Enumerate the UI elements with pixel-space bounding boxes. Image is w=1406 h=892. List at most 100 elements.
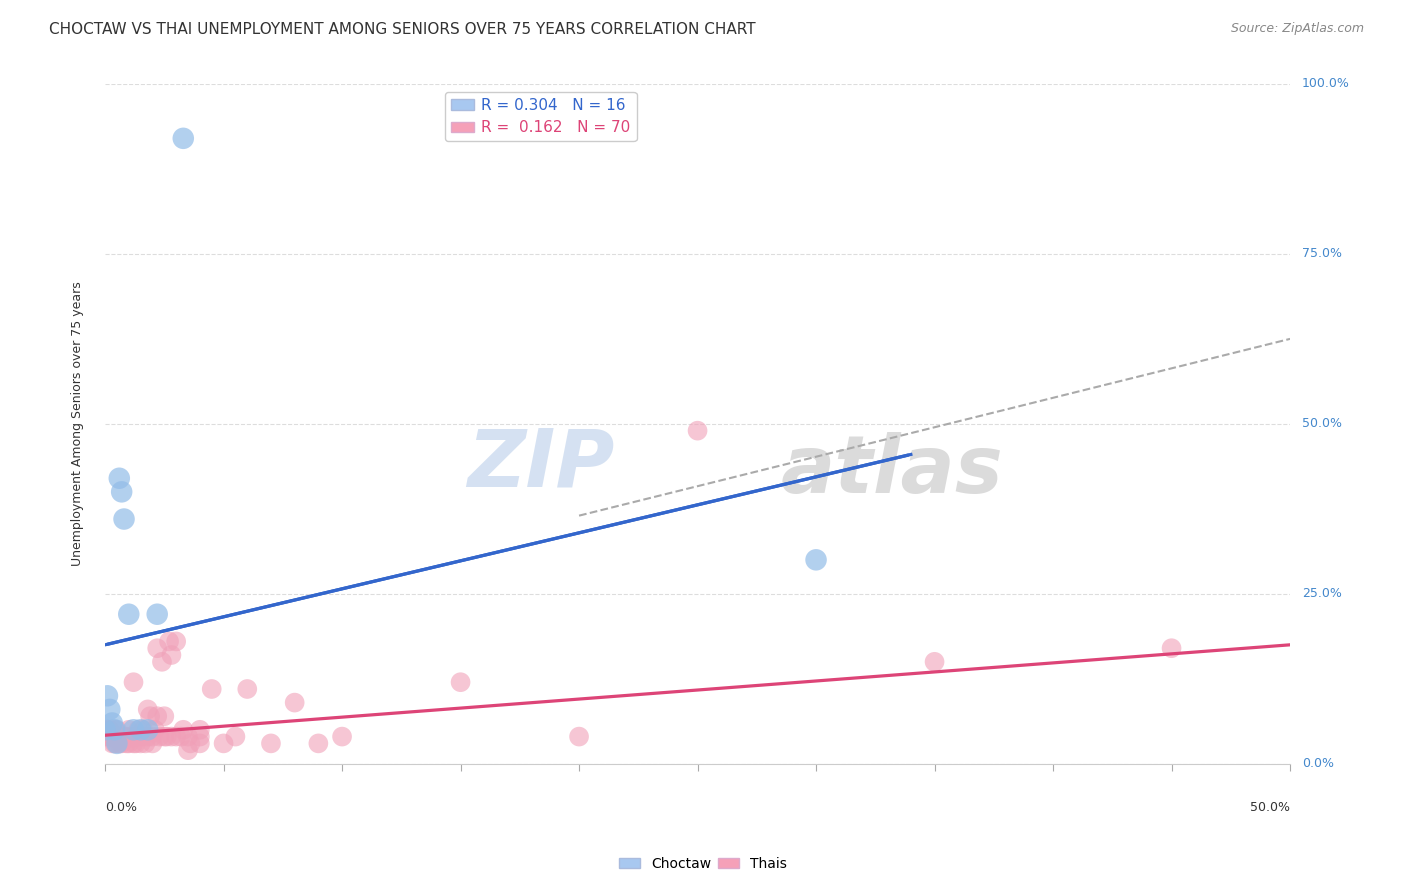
Point — [260, 736, 283, 750]
Point — [686, 424, 709, 438]
Point — [105, 736, 128, 750]
Point — [94, 723, 117, 737]
Point — [118, 723, 141, 737]
Point — [105, 730, 128, 744]
Point — [108, 730, 131, 744]
Point — [804, 553, 827, 567]
Point — [149, 730, 172, 744]
Point — [136, 730, 159, 744]
Point — [134, 736, 156, 750]
Point — [157, 634, 180, 648]
Point — [98, 730, 121, 744]
Point — [568, 730, 591, 744]
Point — [122, 736, 145, 750]
Point — [96, 730, 118, 744]
Text: 0.0%: 0.0% — [1302, 757, 1334, 771]
Point — [153, 709, 176, 723]
Point — [165, 634, 187, 648]
Point — [112, 730, 135, 744]
Point — [101, 736, 124, 750]
Point — [125, 730, 148, 744]
Point — [98, 702, 121, 716]
Point — [236, 681, 259, 696]
Point — [132, 723, 155, 737]
Point — [115, 736, 138, 750]
Text: 100.0%: 100.0% — [1302, 78, 1350, 90]
Point — [122, 723, 145, 737]
Point — [450, 675, 472, 690]
Point — [101, 730, 124, 744]
Point — [136, 723, 159, 737]
Point — [188, 723, 211, 737]
Point — [141, 736, 163, 750]
Point — [112, 512, 135, 526]
Point — [330, 730, 353, 744]
Point — [101, 716, 124, 731]
Point — [172, 723, 194, 737]
Point — [125, 736, 148, 750]
Point — [165, 730, 187, 744]
Point — [136, 702, 159, 716]
Point — [103, 736, 125, 750]
Point — [94, 723, 117, 737]
Text: 25.0%: 25.0% — [1302, 587, 1341, 600]
Point — [139, 709, 162, 723]
Point — [170, 730, 193, 744]
Point — [224, 730, 246, 744]
Point — [118, 607, 141, 622]
Point — [96, 723, 118, 737]
Point — [111, 736, 134, 750]
Point — [153, 730, 176, 744]
Point — [146, 607, 169, 622]
Text: CHOCTAW VS THAI UNEMPLOYMENT AMONG SENIORS OVER 75 YEARS CORRELATION CHART: CHOCTAW VS THAI UNEMPLOYMENT AMONG SENIO… — [49, 22, 756, 37]
Point — [212, 736, 235, 750]
Text: ZIP: ZIP — [467, 425, 614, 504]
Point — [150, 655, 173, 669]
Point — [177, 730, 200, 744]
Point — [179, 736, 201, 750]
Point — [307, 736, 329, 750]
Point — [105, 736, 128, 750]
Point — [160, 648, 183, 662]
Text: 75.0%: 75.0% — [1302, 247, 1341, 260]
Point — [141, 730, 163, 744]
Point — [172, 131, 194, 145]
Point — [111, 484, 134, 499]
Point — [118, 736, 141, 750]
Legend: R = 0.304   N = 16, R =  0.162   N = 70: R = 0.304 N = 16, R = 0.162 N = 70 — [444, 92, 637, 142]
Text: Source: ZipAtlas.com: Source: ZipAtlas.com — [1230, 22, 1364, 36]
Point — [129, 730, 152, 744]
Point — [103, 723, 125, 737]
Point — [1160, 641, 1182, 656]
Point — [160, 730, 183, 744]
Point — [924, 655, 946, 669]
Point — [108, 736, 131, 750]
Point — [284, 696, 307, 710]
Y-axis label: Unemployment Among Seniors over 75 years: Unemployment Among Seniors over 75 years — [72, 282, 84, 566]
Text: 0.0%: 0.0% — [105, 801, 136, 814]
Legend: Choctaw, Thais: Choctaw, Thais — [613, 851, 793, 876]
Point — [120, 730, 142, 744]
Point — [156, 730, 179, 744]
Point — [129, 736, 152, 750]
Point — [115, 730, 138, 744]
Point — [146, 641, 169, 656]
Point — [143, 723, 166, 737]
Point — [103, 723, 125, 737]
Text: atlas: atlas — [780, 433, 1004, 510]
Point — [201, 681, 224, 696]
Point — [146, 709, 169, 723]
Point — [96, 689, 118, 703]
Point — [111, 730, 134, 744]
Point — [105, 723, 128, 737]
Point — [188, 730, 211, 744]
Point — [108, 471, 131, 485]
Point — [177, 743, 200, 757]
Text: 50.0%: 50.0% — [1302, 417, 1341, 430]
Point — [129, 723, 152, 737]
Text: 50.0%: 50.0% — [1250, 801, 1291, 814]
Point — [188, 736, 211, 750]
Point — [98, 723, 121, 737]
Point — [127, 723, 149, 737]
Point — [122, 675, 145, 690]
